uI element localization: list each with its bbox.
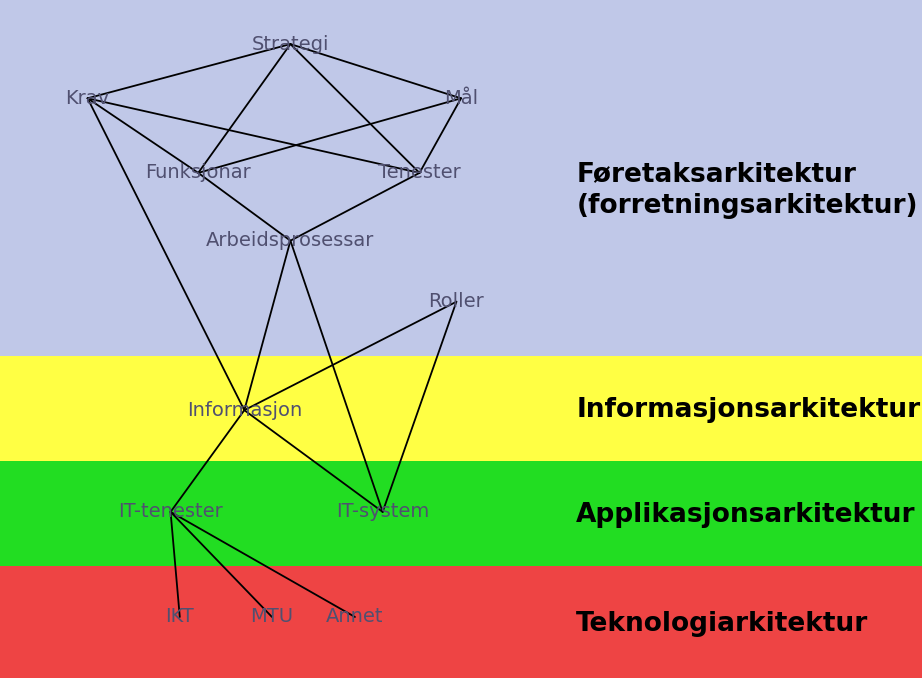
Text: IKT: IKT	[165, 607, 195, 626]
Text: Mål: Mål	[443, 89, 479, 108]
Text: Funksjonar: Funksjonar	[146, 163, 251, 182]
Text: Krav: Krav	[65, 89, 110, 108]
Text: Arbeidsprosessar: Arbeidsprosessar	[207, 231, 374, 250]
Text: Informasjonsarkitektur: Informasjonsarkitektur	[576, 397, 920, 423]
Bar	[0, 0, 922, 356]
Text: Teknologiarkitektur: Teknologiarkitektur	[576, 611, 869, 637]
Text: Applikasjonsarkitektur: Applikasjonsarkitektur	[576, 502, 916, 528]
Text: IT-system: IT-system	[336, 502, 430, 521]
Text: Annet: Annet	[326, 607, 384, 626]
Text: Informasjon: Informasjon	[186, 401, 302, 420]
Text: MTU: MTU	[251, 607, 293, 626]
Text: IT-tenester: IT-tenester	[118, 502, 223, 521]
Bar	[0, 566, 922, 678]
Text: Føretaksarkitektur
(forretningsarkitektur): Føretaksarkitektur (forretningsarkitektu…	[576, 161, 917, 219]
Text: Roller: Roller	[429, 292, 484, 311]
Bar	[0, 461, 922, 566]
Text: Tenester: Tenester	[378, 163, 461, 182]
Text: Strategi: Strategi	[252, 35, 329, 54]
Bar	[0, 356, 922, 461]
